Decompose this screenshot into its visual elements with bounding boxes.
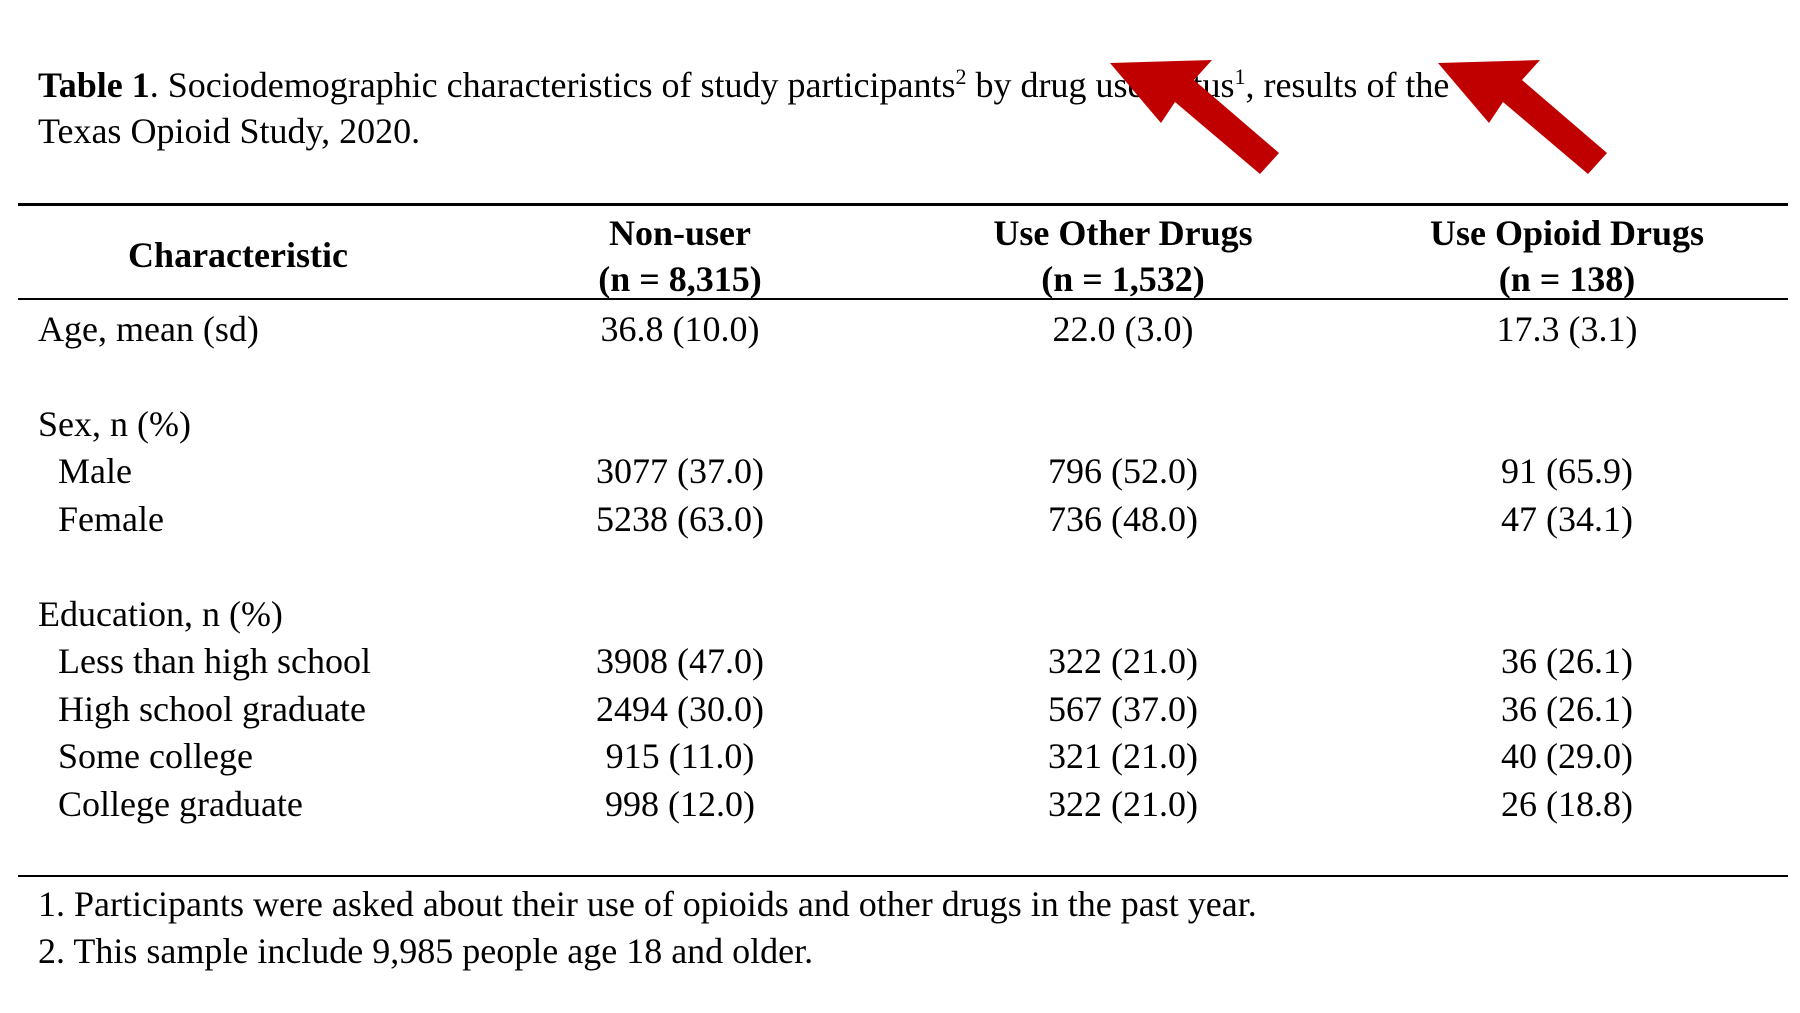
row-label: Female [58,499,164,539]
cell-value: 322 (21.0) [1048,784,1198,824]
row-label: Less than high school [58,641,371,681]
row-label: Education, n (%) [38,594,283,634]
cell-value: 998 (12.0) [605,784,755,824]
row-label: High school graduate [58,689,366,729]
row-label: Male [58,451,132,491]
header-characteristic: Characteristic [128,235,348,275]
table-bottom-rule [18,875,1788,877]
cell-value: 567 (37.0) [1048,689,1198,729]
row-label: Sex, n (%) [38,404,191,444]
table-top-rule [18,203,1788,206]
caption-text-c: , results of the [1245,65,1450,105]
footnote-1: 1. Participants were asked about their u… [38,884,1257,924]
cell-value: 36 (26.1) [1501,689,1633,729]
header-use-opioid-drugs: Use Opioid Drugs (n = 138) [1429,213,1705,299]
cell-value: 36.8 (10.0) [600,309,760,349]
header-non-user: Non-user (n = 8,315) [598,213,762,299]
arrow-up-left-icon [1110,60,1279,174]
cell-value: 2494 (30.0) [596,689,764,729]
cell-value: 47 (34.1) [1501,499,1633,539]
arrow-up-left-icon [1438,60,1607,174]
cell-value: 22.0 (3.0) [1052,309,1194,349]
cell-value: 36 (26.1) [1501,641,1633,681]
cell-value: 736 (48.0) [1048,499,1198,539]
cell-value: 40 (29.0) [1501,736,1633,776]
footnote-ref-1: 1 [1234,64,1246,89]
cell-value: 3077 (37.0) [596,451,764,491]
cell-value: 17.3 (3.1) [1496,309,1638,349]
cell-value: 91 (65.9) [1501,451,1633,491]
footnote-ref-2: 2 [955,64,967,89]
table-caption: Table 1. Sociodemographic characteristic… [38,62,1738,154]
cell-value: 5238 (63.0) [596,499,764,539]
table-label: Table 1 [38,65,150,105]
footnote-2: 2. This sample include 9,985 people age … [38,931,814,971]
cell-value: 3908 (47.0) [596,641,764,681]
cell-value: 796 (52.0) [1048,451,1198,491]
cell-value: 322 (21.0) [1048,641,1198,681]
caption-text-a: . Sociodemographic characteristics of st… [149,65,956,105]
caption-line-2: Texas Opioid Study, 2020. [38,111,421,151]
cell-value: 321 (21.0) [1048,736,1198,776]
row-label: Some college [58,736,253,776]
header-bottom-rule [18,298,1788,300]
header-use-other-drugs: Use Other Drugs (n = 1,532) [993,213,1253,299]
cell-value: 26 (18.8) [1501,784,1633,824]
row-label: Age, mean (sd) [38,309,259,349]
cell-value: 915 (11.0) [605,736,755,776]
row-label: College graduate [58,784,303,824]
